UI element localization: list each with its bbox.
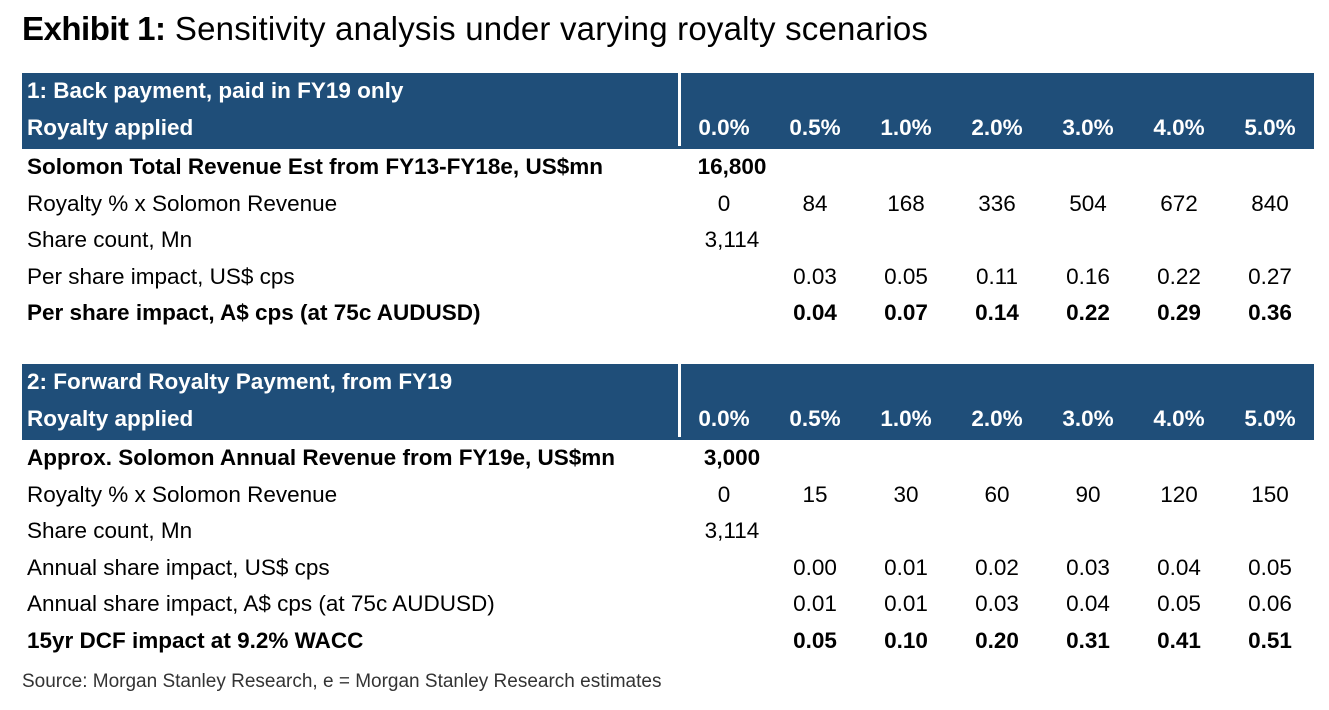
cell-value: 60 [984, 481, 1010, 507]
cell-value: 3,114 [704, 518, 760, 543]
cell-value: 0.00 [793, 554, 837, 580]
section-1-title: 1: Back payment, paid in FY19 only [27, 78, 404, 103]
section-2-title: 2: Forward Royalty Payment, from FY19 [27, 369, 453, 394]
rate-header: 2.0% [971, 405, 1023, 431]
table-row: Royalty % x Solomon Revenue 0 84 168 336… [22, 186, 1314, 223]
rate-header: 0.5% [789, 405, 841, 431]
row-label: Approx. Solomon Annual Revenue from FY19… [27, 445, 616, 470]
cell-value: 0.01 [884, 591, 928, 616]
cell-value: 0 [717, 190, 731, 216]
exhibit-title-text: Sensitivity analysis under varying royal… [174, 10, 929, 47]
cell-value: 0.31 [1066, 627, 1110, 653]
row-label: Per share impact, A$ cps (at 75c AUDUSD) [27, 300, 481, 325]
cell-value: 0.41 [1157, 627, 1201, 653]
cell-value: 16,800 [697, 154, 767, 179]
cell-value: 0.03 [1066, 554, 1110, 580]
rate-header: 4.0% [1153, 405, 1205, 431]
exhibit-title: Exhibit 1: Sensitivity analysis under va… [22, 10, 928, 48]
cell-value: 0.20 [975, 627, 1019, 653]
row-label: Solomon Total Revenue Est from FY13-FY18… [27, 154, 603, 179]
cell-value: 0.05 [1248, 554, 1292, 580]
row-label: Royalty % x Solomon Revenue [27, 481, 338, 507]
cell-value: 0.07 [884, 300, 928, 325]
cell-value: 0.02 [975, 554, 1019, 580]
row-label: Annual share impact, US$ cps [27, 554, 330, 580]
table-row: Annual share impact, A$ cps (at 75c AUDU… [22, 586, 1314, 623]
cell-value: 0.11 [975, 263, 1019, 289]
cell-value: 0 [717, 481, 731, 507]
cell-value: 30 [893, 481, 919, 507]
cell-value: 0.03 [793, 263, 837, 289]
cell-value: 0.03 [975, 591, 1019, 616]
cell-value: 336 [978, 190, 1016, 216]
source-note: Source: Morgan Stanley Research, e = Mor… [22, 671, 662, 692]
cell-value: 120 [1160, 481, 1198, 507]
cell-value: 0.05 [793, 627, 837, 653]
royalty-applied-label: Royalty applied [27, 405, 194, 431]
rate-header: 3.0% [1062, 405, 1114, 431]
cell-value: 84 [802, 190, 828, 216]
cell-value: 3,000 [703, 445, 761, 470]
row-label: 15yr DCF impact at 9.2% WACC [27, 627, 364, 653]
rate-header: 5.0% [1244, 405, 1296, 431]
table-row: 15yr DCF impact at 9.2% WACC 0.05 0.10 0… [22, 623, 1314, 660]
cell-value: 0.36 [1248, 300, 1292, 325]
row-label: Share count, Mn [27, 518, 193, 543]
section-1-header: 1: Back payment, paid in FY19 only Royal… [22, 73, 1314, 149]
row-label: Annual share impact, A$ cps (at 75c AUDU… [27, 591, 495, 616]
cell-value: 0.27 [1248, 263, 1292, 289]
table-row: Per share impact, A$ cps (at 75c AUDUSD)… [22, 295, 1314, 332]
rate-header: 5.0% [1244, 114, 1296, 140]
cell-value: 840 [1251, 190, 1289, 216]
section-1-table: 1: Back payment, paid in FY19 only Royal… [22, 73, 1314, 332]
rate-header: 1.0% [880, 405, 932, 431]
rate-header: 4.0% [1153, 114, 1205, 140]
table-row: Share count, Mn 3,114 [22, 222, 1314, 259]
cell-value: 90 [1075, 481, 1101, 507]
cell-value: 0.16 [1066, 263, 1110, 289]
cell-value: 0.10 [884, 627, 928, 653]
cell-value: 15 [802, 481, 828, 507]
cell-value: 0.14 [975, 300, 1019, 325]
cell-value: 0.01 [884, 554, 928, 580]
cell-value: 0.22 [1157, 263, 1201, 289]
rate-header: 0.0% [698, 405, 750, 431]
cell-value: 504 [1069, 190, 1107, 216]
row-label: Royalty % x Solomon Revenue [27, 190, 338, 216]
table-row: Royalty % x Solomon Revenue 0 15 30 60 9… [22, 477, 1314, 514]
rate-header: 1.0% [880, 114, 932, 140]
cell-value: 150 [1251, 481, 1289, 507]
table-row: Per share impact, US$ cps 0.03 0.05 0.11… [22, 259, 1314, 296]
cell-value: 0.05 [884, 263, 928, 289]
table-row: Annual share impact, US$ cps 0.00 0.01 0… [22, 550, 1314, 587]
section-2-table: 2: Forward Royalty Payment, from FY19 Ro… [22, 364, 1314, 659]
section-2-header: 2: Forward Royalty Payment, from FY19 Ro… [22, 364, 1314, 440]
rate-header: 0.5% [789, 114, 841, 140]
table-row: Share count, Mn 3,114 [22, 513, 1314, 550]
cell-value: 0.22 [1066, 300, 1110, 325]
cell-value: 168 [887, 190, 925, 216]
cell-value: 0.04 [1157, 554, 1201, 580]
exhibit-label: Exhibit 1: [22, 10, 166, 47]
cell-value: 672 [1160, 190, 1198, 216]
cell-value: 0.04 [1066, 591, 1110, 616]
rate-header: 3.0% [1062, 114, 1114, 140]
cell-value: 0.01 [793, 591, 837, 616]
row-label: Per share impact, US$ cps [27, 263, 295, 289]
cell-value: 0.51 [1248, 627, 1292, 653]
rate-header: 2.0% [971, 114, 1023, 140]
cell-value: 3,114 [704, 227, 760, 252]
cell-value: 0.06 [1248, 591, 1292, 616]
cell-value: 0.05 [1157, 591, 1201, 616]
royalty-applied-label: Royalty applied [27, 114, 194, 140]
table-row: Approx. Solomon Annual Revenue from FY19… [22, 440, 1314, 477]
cell-value: 0.04 [793, 300, 837, 325]
rate-header: 0.0% [698, 114, 750, 140]
table-row: Solomon Total Revenue Est from FY13-FY18… [22, 149, 1314, 186]
row-label: Share count, Mn [27, 227, 193, 252]
cell-value: 0.29 [1157, 300, 1201, 325]
